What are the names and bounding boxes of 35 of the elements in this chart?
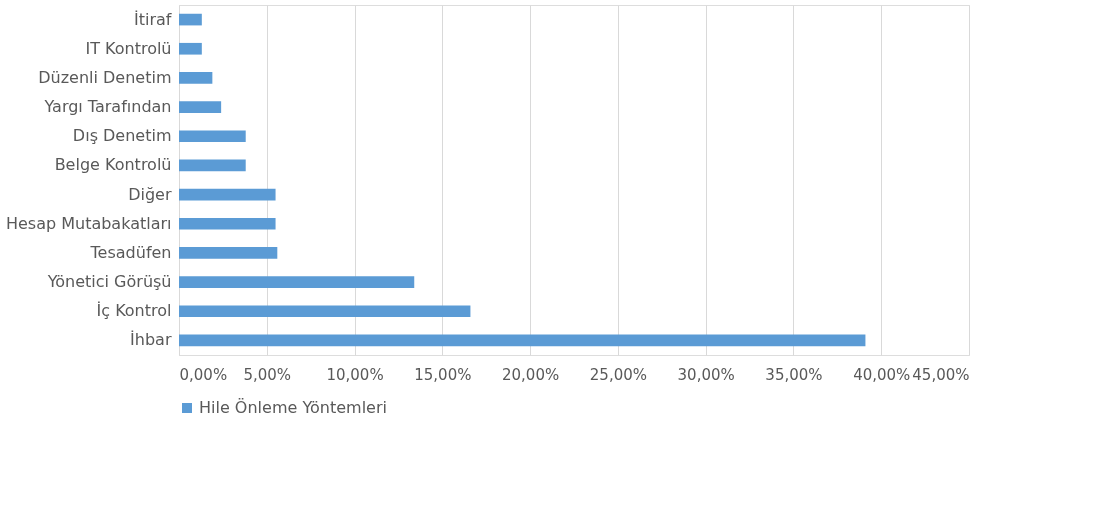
y-tick-label: Tesadüfen bbox=[89, 242, 172, 262]
x-tick-label: 5,00% bbox=[243, 365, 292, 384]
y-tick-label: İç Kontrol bbox=[96, 301, 172, 321]
bar bbox=[179, 276, 415, 288]
bar bbox=[179, 188, 276, 201]
bar bbox=[179, 72, 213, 84]
y-tick-label: İtiraf bbox=[134, 9, 172, 29]
y-tick-label: Hesap Mutabakatları bbox=[5, 213, 172, 233]
x-tick-label: 20,00% bbox=[502, 365, 560, 384]
y-tick-label: Dış Denetim bbox=[72, 126, 172, 146]
bar bbox=[179, 217, 276, 230]
x-tick-label: 25,00% bbox=[589, 365, 647, 384]
bar bbox=[179, 305, 471, 318]
bar bbox=[179, 42, 202, 55]
y-tick-label: Yönetici Görüşü bbox=[46, 272, 172, 292]
y-tick-label: Belge Kontrolü bbox=[54, 155, 172, 175]
y-tick-label: Diğer bbox=[128, 184, 172, 204]
y-tick-label: Düzenli Denetim bbox=[38, 67, 172, 87]
bar bbox=[179, 130, 246, 143]
bar bbox=[179, 101, 222, 113]
bar bbox=[179, 159, 246, 172]
x-tick-label: 45,00% bbox=[912, 365, 970, 384]
y-tick-label: Yargı Tarafından bbox=[43, 97, 172, 117]
bar bbox=[179, 334, 866, 347]
x-tick-label: 30,00% bbox=[677, 365, 735, 384]
bar bbox=[179, 247, 278, 259]
x-tick-label: 35,00% bbox=[765, 365, 823, 384]
y-tick-label: IT Kontrolü bbox=[85, 38, 172, 58]
x-tick-label: 15,00% bbox=[414, 365, 472, 384]
x-tick-label: 0,00% bbox=[179, 365, 228, 384]
x-tick-label: 10,00% bbox=[326, 365, 384, 384]
x-tick-label: 40,00% bbox=[853, 365, 911, 384]
y-tick-label: İhbar bbox=[130, 330, 172, 350]
bar bbox=[179, 13, 202, 26]
legend-label: Hile Önleme Yöntemleri bbox=[199, 398, 387, 417]
